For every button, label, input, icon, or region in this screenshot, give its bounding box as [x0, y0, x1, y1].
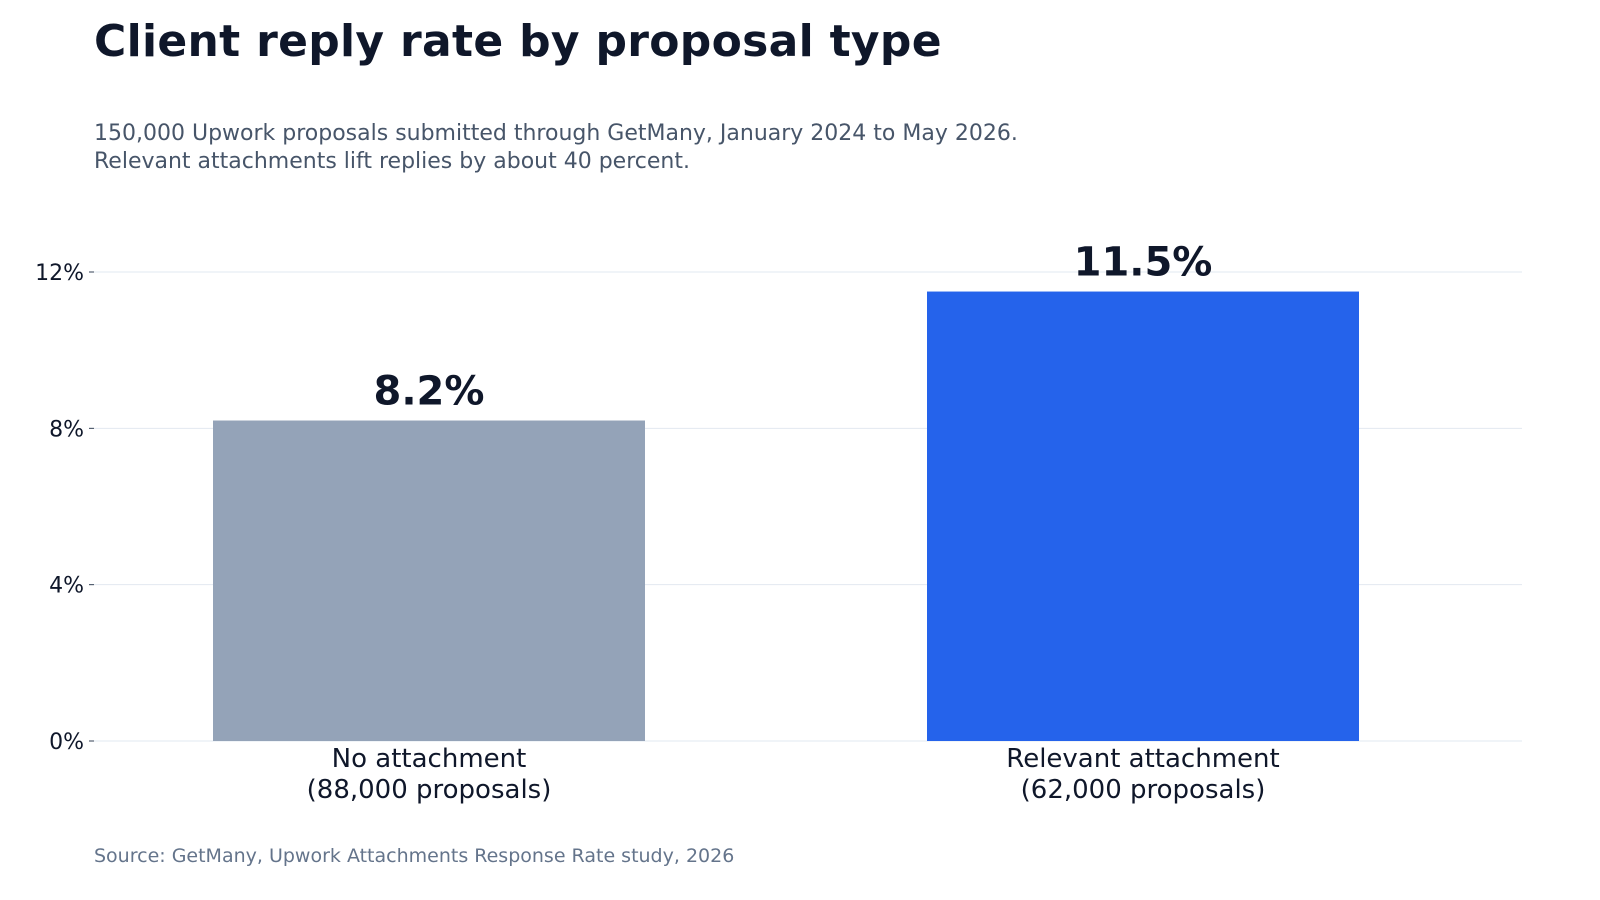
subtitle-line-1: 150,000 Upwork proposals submitted throu…	[94, 121, 1018, 146]
subtitle-line-2: Relevant attachments lift replies by abo…	[94, 149, 690, 174]
x-tick-label: (62,000 proposals)	[1021, 775, 1266, 805]
data-label: 8.2%	[374, 369, 485, 415]
x-tick-label: No attachment	[332, 744, 527, 774]
y-axis: 0% 4% 8% 12%	[35, 261, 94, 755]
x-tick-label: Relevant attachment	[1006, 744, 1279, 774]
chart-title: Client reply rate by proposal type	[94, 16, 942, 67]
source-note: Source: GetMany, Upwork Attachments Resp…	[94, 845, 735, 867]
y-tick-label: 0%	[49, 730, 84, 755]
x-tick-label: (88,000 proposals)	[307, 775, 552, 805]
bar	[927, 291, 1359, 741]
data-labels: 8.2% 11.5%	[374, 240, 1213, 415]
bar	[213, 420, 645, 741]
x-axis-labels: No attachment(88,000 proposals) Relevant …	[307, 744, 1280, 805]
y-tick-label: 12%	[35, 261, 84, 286]
bars	[213, 291, 1359, 741]
data-label: 11.5%	[1074, 240, 1213, 286]
chart-subtitle: 150,000 Upwork proposals submitted throu…	[94, 120, 1018, 176]
y-tick-label: 4%	[49, 574, 84, 599]
y-tick-label: 8%	[49, 417, 84, 442]
